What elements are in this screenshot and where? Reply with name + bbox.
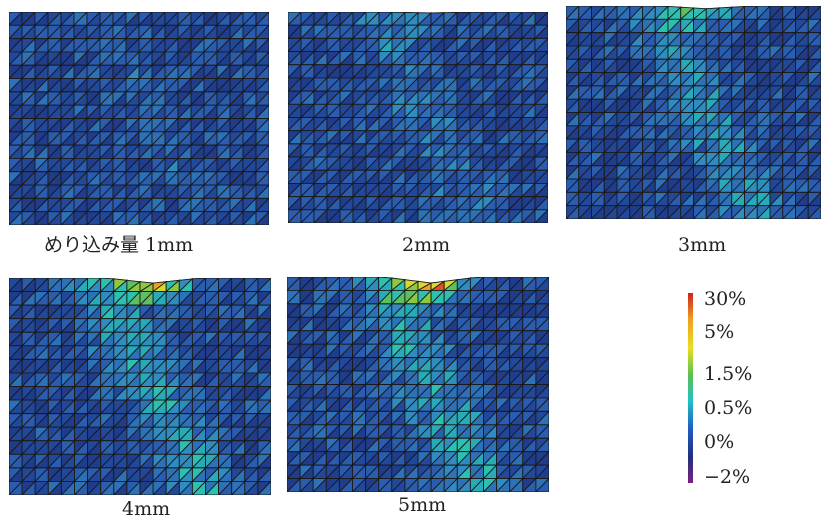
strain-map-4mm bbox=[9, 278, 271, 495]
mesh-element bbox=[534, 209, 548, 223]
mesh-element bbox=[807, 205, 821, 219]
legend-label-neg2: −2% bbox=[704, 466, 751, 488]
mesh-element bbox=[535, 477, 549, 492]
color-scale-bar bbox=[688, 293, 693, 483]
legend-label-5: 5% bbox=[704, 321, 735, 343]
mesh-1mm bbox=[9, 12, 269, 225]
mesh-3mm bbox=[566, 6, 821, 219]
caption-3mm: 3mm bbox=[678, 234, 727, 256]
strain-map-1mm bbox=[9, 12, 269, 225]
strain-map-3mm bbox=[566, 6, 821, 219]
mesh-element bbox=[257, 480, 271, 495]
caption-2mm: 2mm bbox=[402, 234, 451, 256]
caption-4mm: 4mm bbox=[122, 498, 171, 520]
mesh-2mm bbox=[288, 12, 548, 223]
mesh-5mm bbox=[287, 277, 549, 492]
caption-1mm: めり込み量 1mm bbox=[44, 234, 194, 256]
legend-label-30: 30% bbox=[704, 288, 747, 310]
strain-map-2mm bbox=[288, 12, 548, 223]
mesh-4mm bbox=[9, 278, 271, 495]
mesh-element bbox=[255, 211, 269, 225]
legend-label-0-5: 0.5% bbox=[704, 397, 753, 419]
strain-map-5mm bbox=[287, 277, 549, 492]
caption-5mm: 5mm bbox=[398, 494, 447, 516]
legend-label-1-5: 1.5% bbox=[704, 363, 753, 385]
legend-label-0: 0% bbox=[704, 431, 735, 453]
